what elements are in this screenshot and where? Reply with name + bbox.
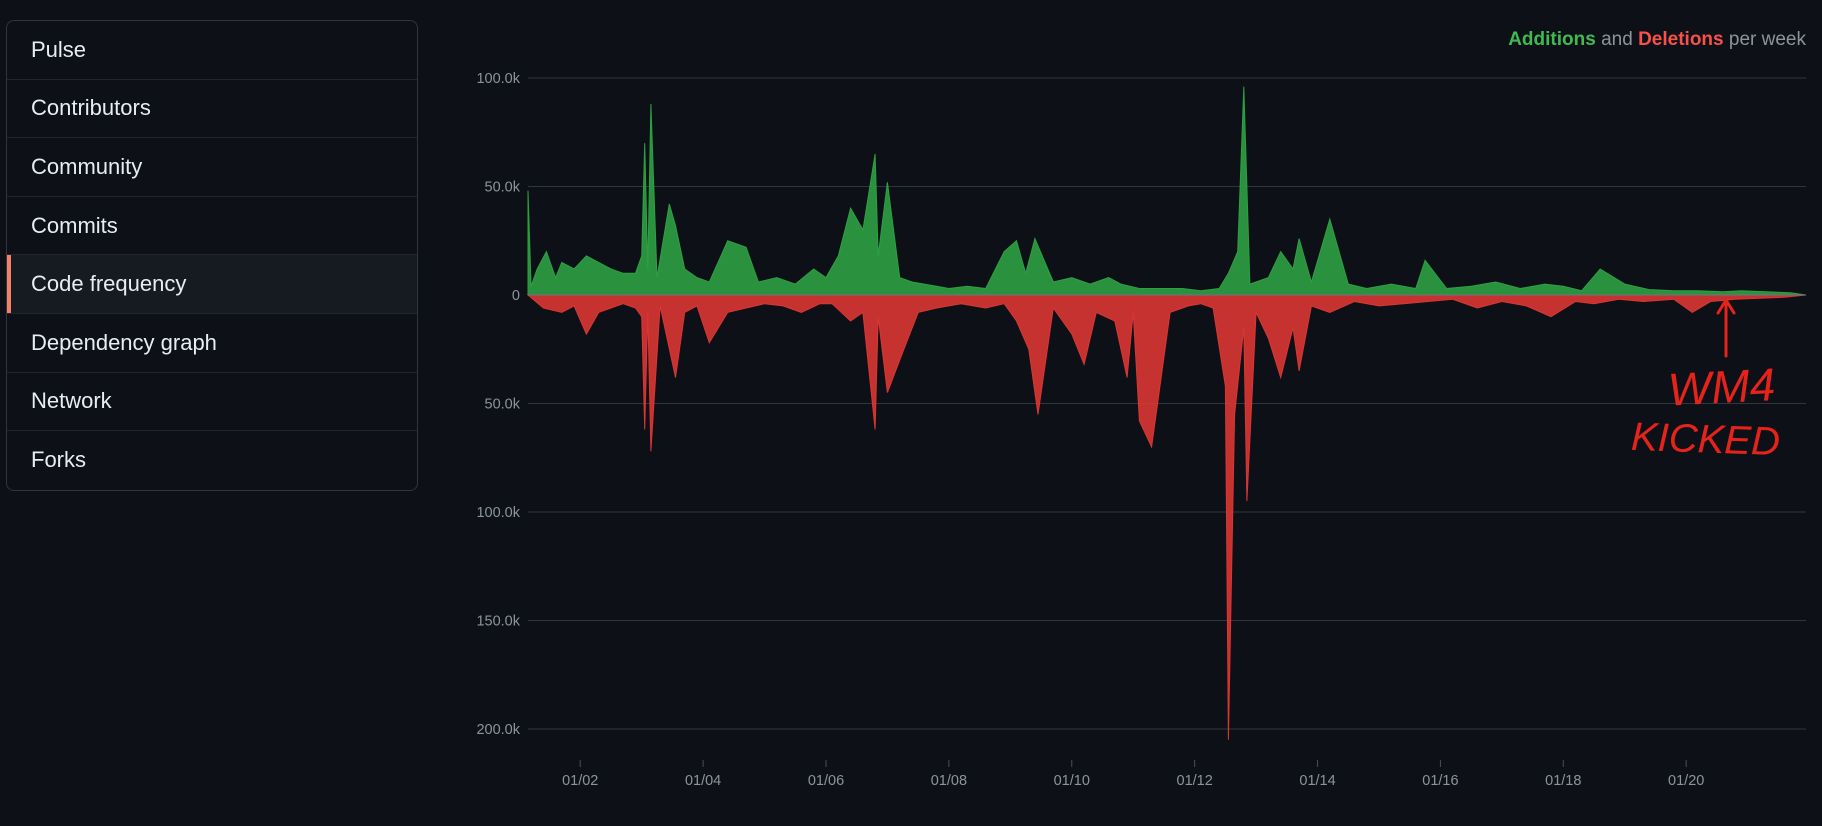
annotation-text-line2: KICKED [1630,415,1780,464]
legend-deletions: Deletions [1638,29,1724,50]
x-tick-label: 01/10 [1054,773,1090,789]
sidebar-item-label: Commits [31,212,118,238]
sidebar-item-commits[interactable]: Commits [7,197,417,256]
y-tick-label: 50.0k [485,180,521,196]
x-tick-label: 01/18 [1545,773,1581,789]
x-tick-label: 01/06 [808,773,844,789]
sidebar-item-network[interactable]: Network [7,373,417,432]
annotation-arrow-head [1716,298,1736,315]
x-tick-label: 01/20 [1668,773,1704,789]
sidebar-item-contributors[interactable]: Contributors [7,80,417,139]
y-tick-label: 0 [512,288,520,304]
x-tick-label: 01/16 [1422,773,1458,789]
x-tick-label: 01/12 [1177,773,1213,789]
sidebar-item-code-frequency[interactable]: Code frequency [7,255,417,314]
y-tick-label: 100.0k [476,71,520,87]
code-frequency-chart: Additions and Deletions per week 100.0k 5… [440,0,1822,826]
x-tick-label: 01/02 [562,773,598,789]
deletions-area [526,294,1807,740]
chart-legend: Additions and Deletions per week [1508,29,1806,51]
sidebar-item-forks[interactable]: Forks [7,431,417,490]
sidebar-item-label: Contributors [31,95,151,121]
sidebar-item-label: Network [31,388,112,414]
sidebar-item-label: Code frequency [31,271,187,297]
chart-canvas: 100.0k 50.0k 0 50.0k 100.0k 150.0k 200.0k 01/02… [476,71,1807,789]
y-tick-label: 200.0k [476,722,520,738]
sidebar-item-label: Dependency graph [31,329,217,355]
sidebar-item-label: Community [31,153,143,179]
sidebar-item-community[interactable]: Community [7,138,417,197]
sidebar-item-pulse[interactable]: Pulse [7,21,417,80]
legend-additions: Additions [1508,29,1596,50]
x-tick-label: 01/14 [1299,773,1335,789]
y-tick-label: 100.0k [476,505,520,521]
x-tick-label: 01/04 [685,773,721,789]
x-tick-label: 01/08 [931,773,967,789]
annotation-text-line1: WM4 [1667,358,1777,416]
legend-suffix: per week [1728,29,1806,50]
y-tick-label: 50.0k [485,397,521,413]
additions-area [527,86,1807,296]
repo-insights-nav: Pulse Contributors Community Commits Cod… [6,20,418,491]
sidebar-item-label: Forks [31,447,86,473]
y-tick-label: 150.0k [476,614,520,630]
sidebar-item-dependency-graph[interactable]: Dependency graph [7,314,417,373]
sidebar-item-label: Pulse [31,36,87,62]
legend-and: and [1601,29,1633,50]
